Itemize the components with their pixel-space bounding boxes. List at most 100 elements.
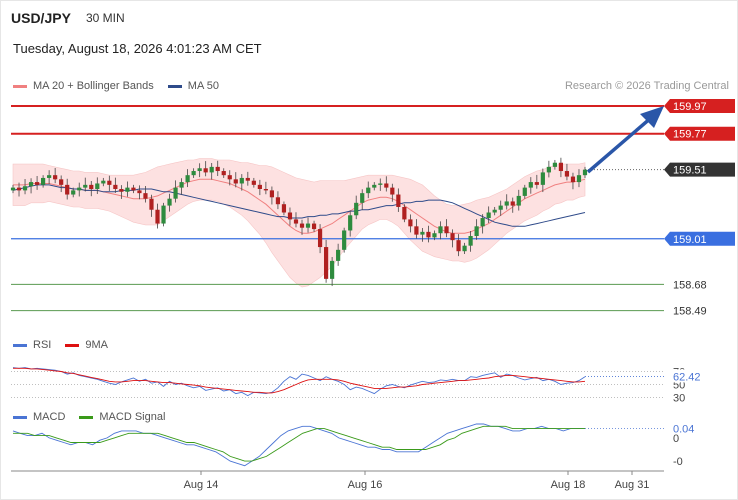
macd-tick-label: -0 <box>673 456 683 468</box>
level-tag <box>664 99 735 114</box>
level-tag <box>664 231 735 246</box>
level-tag <box>664 126 735 141</box>
candle-body <box>53 175 58 180</box>
candle-body <box>462 245 467 252</box>
candle-body <box>342 230 347 250</box>
ma50-legend-label: MA 50 <box>187 80 219 92</box>
candle-body <box>414 226 419 235</box>
candle-body <box>311 223 317 230</box>
candle-body <box>336 249 341 261</box>
candle-body <box>28 182 34 187</box>
candle-body <box>299 223 305 228</box>
level-label: 158.68 <box>673 279 707 291</box>
candle-body <box>59 179 64 185</box>
candle-body <box>522 187 527 196</box>
symbol-title: USD/JPY <box>11 10 71 26</box>
candle-body <box>281 204 287 213</box>
candle-body <box>558 162 564 172</box>
candle-body <box>287 212 293 220</box>
ma20-legend-label: MA 20 + Bollinger Bands <box>33 80 154 92</box>
candle-body <box>191 171 196 176</box>
candle-body <box>402 206 407 220</box>
ma20-line <box>13 178 586 234</box>
candle-body <box>426 231 431 238</box>
candle-body <box>233 179 238 184</box>
level-label: 159.01 <box>673 234 707 246</box>
rsi-legend-label: RSI <box>33 339 52 351</box>
candle-body <box>486 212 491 219</box>
macd-legend: MACD MACD Signal <box>13 411 165 423</box>
candle-body <box>396 194 401 207</box>
candle-body <box>125 187 130 192</box>
candle-body <box>137 190 142 194</box>
candle-body <box>582 169 588 176</box>
candle-body <box>444 226 449 234</box>
candle-body <box>239 177 244 184</box>
bollinger-band <box>12 158 586 288</box>
candle-body <box>101 180 106 184</box>
candle-body <box>468 236 473 246</box>
rsi-legend-swatch <box>13 343 27 347</box>
candle-body <box>77 187 82 191</box>
ma50-line <box>12 184 586 227</box>
rsi-legend: RSI 9MA <box>13 339 108 351</box>
level-label: 159.51 <box>673 165 707 177</box>
candle-body <box>456 240 461 252</box>
candle-body <box>360 193 365 203</box>
candle-body <box>95 183 100 189</box>
candle-body <box>10 187 16 191</box>
candle-body <box>372 184 377 188</box>
candle-body <box>570 176 576 183</box>
ma50-legend-swatch <box>167 84 182 88</box>
candle-body <box>197 168 202 172</box>
candle-body <box>251 180 256 185</box>
credit-label: Research © 2026 Trading Central <box>564 80 729 92</box>
rsi-line <box>12 367 586 397</box>
candle-body <box>450 233 455 241</box>
candle-body <box>510 201 515 206</box>
candle-body <box>504 201 509 206</box>
candle-body <box>179 182 184 188</box>
candle-body <box>173 187 178 199</box>
rsi-ma-line <box>13 367 586 394</box>
candle-body <box>89 184 94 189</box>
candle-body <box>474 226 479 236</box>
candle-body <box>564 171 570 177</box>
datetime-label: Tuesday, August 18, 2026 4:01:23 AM CET <box>13 41 262 56</box>
candle-body <box>16 187 22 191</box>
candle-body <box>354 202 359 216</box>
candle-body <box>498 205 503 210</box>
forecast-arrow-head <box>640 106 664 128</box>
rsi-value-bg <box>669 369 705 383</box>
ma20-legend-swatch <box>13 84 27 88</box>
level-label: 159.97 <box>673 101 707 113</box>
timeframe-label: 30 MIN <box>86 11 125 25</box>
price-legend: MA 20 + Bollinger Bands MA 50 <box>13 80 219 92</box>
macd-line <box>12 423 585 467</box>
candle-body <box>119 189 124 192</box>
macd-signal-line <box>13 425 585 462</box>
level-label: 158.49 <box>673 306 707 318</box>
candle-body <box>65 184 70 195</box>
candle-body <box>34 182 40 185</box>
candle-body <box>203 168 208 173</box>
candle-body <box>143 193 148 199</box>
x-tick-label: Aug 14 <box>184 479 219 491</box>
rsi-tick-label: 50 <box>673 380 685 392</box>
candle-body <box>348 215 353 231</box>
candle-body <box>432 233 437 238</box>
candle-body <box>384 183 389 188</box>
candle-body <box>269 190 275 198</box>
candle-body <box>263 189 268 191</box>
candle-body <box>366 187 371 194</box>
candle-body <box>576 175 582 183</box>
candle-body <box>107 180 112 185</box>
macd-tick-label: 0 <box>673 433 679 445</box>
candle-body <box>161 205 166 224</box>
candle-body <box>552 162 557 167</box>
candle-body <box>546 166 551 173</box>
candle-body <box>227 175 232 180</box>
candle-body <box>209 166 214 173</box>
level-label: 159.77 <box>673 129 707 141</box>
